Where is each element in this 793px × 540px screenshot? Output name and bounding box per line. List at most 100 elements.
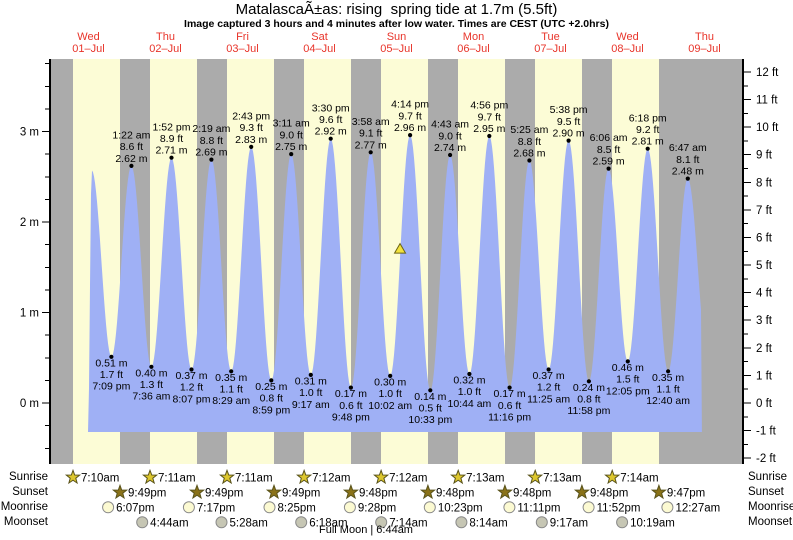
tide-extreme-dot <box>606 166 611 171</box>
tide-extreme-dot <box>685 176 690 181</box>
moonrise-time: 8:25pm <box>278 503 316 515</box>
moonrise-circle-icon <box>423 501 436 514</box>
right-axis-tick-label: 0 ft <box>756 398 773 410</box>
sunset-time: 9:49pm <box>205 488 243 500</box>
day-header: 06–Jul <box>457 43 489 55</box>
sunrise-time: 7:11am <box>235 473 273 485</box>
low-tide-label: 0.40 m 1.3 ft 7:36 am <box>132 367 170 402</box>
low-tide-label: 0.51 m 1.7 ft 7:09 pm <box>92 357 130 392</box>
moonrise-circle-icon <box>263 501 276 514</box>
high-tide-label: 6:06 am 8.5 ft 2.59 m <box>590 132 628 167</box>
moonrise-row-label-right: Moonrise <box>748 501 793 513</box>
moonset-time: 9:17am <box>550 518 588 530</box>
high-tide-label: 5:25 am 8.8 ft 2.68 m <box>510 124 548 159</box>
tide-extreme-dot <box>209 157 214 162</box>
high-tide-label: 4:14 pm 9.7 ft 2.96 m <box>391 99 429 134</box>
day-header-name: Thu <box>156 31 175 43</box>
right-axis-tick-label: 9 ft <box>756 150 773 162</box>
moonset-circle-icon <box>535 516 548 529</box>
day-header-date: 02–Jul <box>149 43 181 55</box>
moonrise-time: 6:07pm <box>116 503 154 515</box>
moonrise-circle-icon <box>102 501 115 514</box>
right-axis-tick-label: 10 ft <box>756 122 779 134</box>
day-header-name: Mon <box>463 31 484 43</box>
right-axis-tick-label: 7 ft <box>756 205 773 217</box>
low-tide-label: 0.46 m 1.5 ft 12:05 pm <box>606 362 650 397</box>
right-axis-tick-label: 6 ft <box>756 233 773 245</box>
moonset-circle-icon <box>616 516 629 529</box>
sunrise-time: 7:12am <box>312 473 350 485</box>
high-tide-label: 3:11 am 9.0 ft 2.75 m <box>273 118 310 153</box>
sunset-time: 9:47pm <box>667 488 705 500</box>
sunset-star-icon <box>419 483 436 500</box>
tide-extreme-dot <box>149 364 154 369</box>
day-header: 09–Jul <box>688 43 720 55</box>
current-tide-marker <box>393 242 407 254</box>
left-axis-tick-label: 0 m <box>20 398 39 410</box>
moonrise-circle-icon <box>343 501 356 514</box>
sunset-time: 9:49pm <box>128 488 166 500</box>
high-tide-label: 6:47 am 8.1 ft 2.48 m <box>669 142 707 177</box>
moonset-circle-icon <box>215 516 228 529</box>
moonrise-row-label-left: Moonrise <box>0 501 48 513</box>
tide-extreme-dot <box>625 359 630 364</box>
day-header-date: 09–Jul <box>688 43 720 55</box>
sunrise-row-label-right: Sunrise <box>748 471 787 483</box>
sunrise-time: 7:14am <box>620 473 658 485</box>
day-header: 01–Jul <box>72 43 104 55</box>
right-axis-tick-label: 4 ft <box>756 288 773 300</box>
sunset-star-icon <box>573 483 590 500</box>
sunrise-star-icon <box>450 468 467 485</box>
moonset-row-label-right: Moonset <box>748 516 793 528</box>
high-tide-label: 1:22 am 8.6 ft 2.62 m <box>112 130 150 165</box>
sunrise-star-icon <box>64 468 82 485</box>
sunrise-star-icon <box>296 468 313 485</box>
low-tide-label: 0.30 m 1.0 ft 10:02 am <box>368 376 412 411</box>
tide-extreme-dot <box>328 136 333 141</box>
high-tide-label: 4:56 pm 9.7 ft 2.95 m <box>470 100 508 135</box>
tide-extreme-dot <box>368 150 373 155</box>
day-header-date: 01–Jul <box>72 43 104 55</box>
tide-extreme-dot <box>249 144 254 149</box>
low-tide-label: 0.35 m 1.1 ft 12:40 am <box>646 372 690 407</box>
tide-extreme-dot <box>645 146 650 151</box>
day-header-date: 05–Jul <box>380 43 412 55</box>
moonset-time: 6:18am <box>309 518 347 530</box>
sunset-time: 9:49pm <box>282 488 320 500</box>
tide-extreme-dot <box>348 385 353 390</box>
moon-phase-note: Full Moon | 6:44am <box>319 524 413 536</box>
sunrise-time: 7:13am <box>543 473 581 485</box>
sunrise-star-icon <box>604 468 621 485</box>
high-tide-label: 2:43 pm 9.3 ft 2.83 m <box>232 111 270 146</box>
high-tide-label: 3:30 pm 9.6 ft 2.92 m <box>312 102 350 137</box>
moonrise-time: 12:27am <box>675 503 720 515</box>
moonset-circle-icon <box>295 516 308 529</box>
moonrise-circle-icon <box>661 501 674 514</box>
low-tide-label: 0.24 m 0.8 ft 11:58 pm <box>567 382 610 417</box>
tide-extreme-dot <box>229 369 234 374</box>
day-header-date: 06–Jul <box>457 43 489 55</box>
day-header-date: 07–Jul <box>534 43 566 55</box>
tide-extreme-dot <box>408 133 413 138</box>
tide-extreme-dot <box>169 155 174 160</box>
day-header-name: Fri <box>236 31 249 43</box>
right-axis-tick-label: 12 ft <box>756 67 779 79</box>
day-header-name: Wed <box>616 31 638 43</box>
low-tide-label: 0.37 m 1.2 ft 11:25 am <box>527 370 570 405</box>
moonrise-time: 11:52pm <box>597 503 641 515</box>
moonset-time: 8:14am <box>469 518 507 530</box>
right-axis-tick-label: -1 ft <box>756 426 777 438</box>
moonset-time: 5:28am <box>230 518 268 530</box>
sunrise-row-label-left: Sunrise <box>9 471 48 483</box>
moonrise-time: 9:28pm <box>358 503 396 515</box>
moonrise-circle-icon <box>503 501 516 514</box>
sunrise-star-icon <box>373 468 390 485</box>
moonrise-circle-icon <box>182 501 195 514</box>
low-tide-label: 0.32 m 1.0 ft 10:44 am <box>448 375 492 410</box>
day-header: 03–Jul <box>226 43 258 55</box>
left-axis-tick-label: 3 m <box>20 127 39 139</box>
day-header-name: Wed <box>77 31 99 43</box>
sunset-time: 9:48pm <box>590 488 628 500</box>
high-tide-label: 1:52 pm 8.9 ft 2.71 m <box>153 121 191 156</box>
